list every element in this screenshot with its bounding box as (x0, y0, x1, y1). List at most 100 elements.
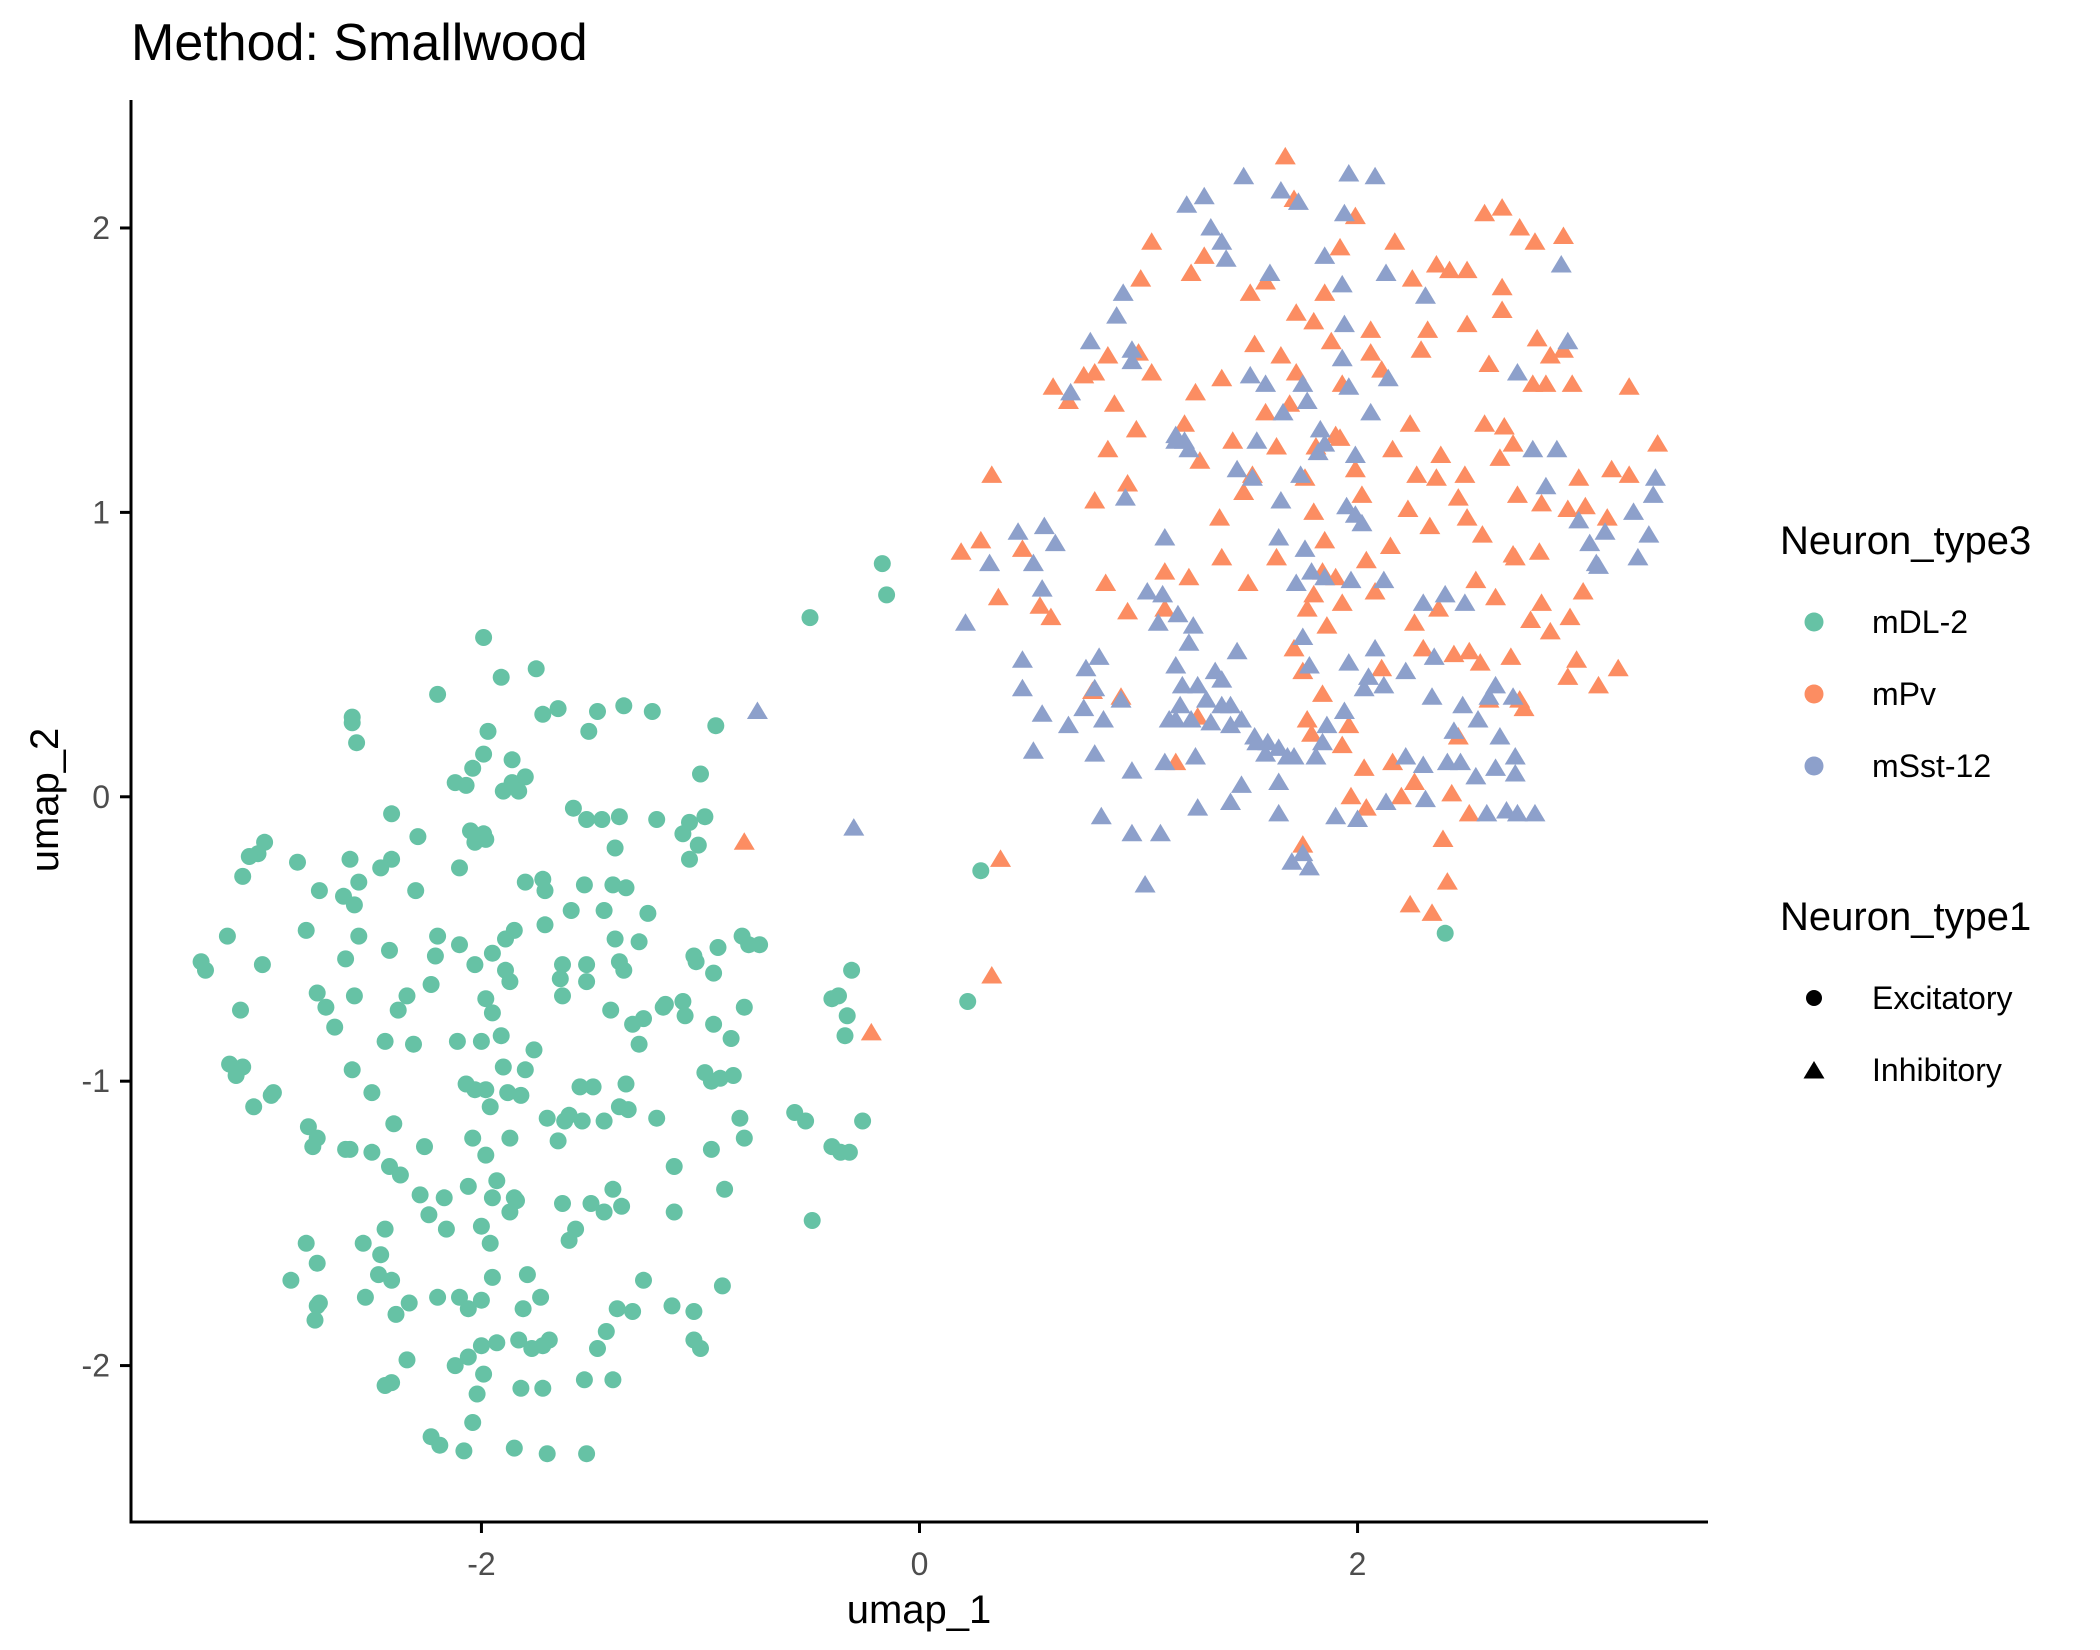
point-mdl-2 (536, 882, 554, 900)
x-tick-label: -2 (467, 1546, 495, 1582)
point-mdl-2 (510, 782, 528, 800)
point-mdl-2 (483, 1189, 501, 1207)
point-msst-12 (1246, 431, 1268, 449)
point-mpv (1524, 232, 1546, 250)
point-mpv (1117, 601, 1139, 620)
point-msst-12 (1011, 650, 1033, 668)
point-mdl-2 (801, 609, 819, 627)
point-mpv (860, 1022, 882, 1041)
point-msst-12 (1241, 468, 1263, 486)
point-mpv (1084, 491, 1106, 509)
point-msst-12 (1149, 823, 1171, 842)
point-mdl-2 (854, 1112, 872, 1130)
point-mpv (1193, 246, 1215, 264)
point-mdl-2 (405, 1035, 422, 1053)
legend-neuron-type3: Neuron_type3 mDL-2 mPv mSst-12 (1780, 519, 2031, 784)
point-mpv (1421, 903, 1443, 921)
point-mdl-2 (376, 1377, 394, 1394)
point-mdl-2 (674, 825, 692, 843)
point-msst-12 (1414, 286, 1436, 304)
point-mdl-2 (372, 1246, 390, 1264)
point-mdl-2 (501, 973, 519, 991)
point-mdl-2 (716, 1180, 734, 1198)
point-msst-12 (1557, 331, 1579, 350)
point-mdl-2 (705, 1015, 723, 1033)
point-msst-12 (1178, 439, 1200, 458)
point-mpv (1491, 198, 1513, 216)
y-tick-label: -1 (82, 1063, 110, 1099)
point-mpv (1011, 539, 1033, 557)
y-tick-label: 1 (92, 494, 110, 530)
point-mpv (1557, 667, 1579, 685)
point-mdl-2 (370, 1266, 387, 1284)
point-mdl-2 (422, 976, 440, 993)
point-msst-12 (1290, 465, 1312, 483)
point-mdl-2 (472, 1217, 490, 1235)
point-mdl-2 (376, 1032, 394, 1050)
point-mpv (1539, 621, 1561, 640)
point-mdl-2 (707, 717, 725, 735)
point-mpv (1406, 465, 1428, 483)
point-mpv (1329, 237, 1351, 256)
point-mpv (1209, 508, 1231, 526)
point-mpv (1531, 493, 1553, 512)
point-mdl-2 (337, 950, 355, 968)
point-mpv (987, 587, 1009, 606)
point-mpv (1557, 499, 1579, 518)
point-mdl-2 (494, 782, 512, 800)
point-msst-12 (1110, 690, 1132, 708)
point-mdl-2 (619, 1101, 637, 1119)
point-mpv (1469, 653, 1491, 671)
point-msst-12 (1325, 806, 1347, 825)
point-msst-12 (1031, 579, 1053, 597)
point-mdl-2 (538, 1109, 556, 1127)
point-mdl-2 (381, 941, 398, 959)
point-msst-12 (1485, 758, 1507, 776)
point-mdl-2 (466, 956, 484, 974)
point-mpv (1454, 465, 1476, 483)
point-mdl-2 (483, 1004, 501, 1022)
point-mdl-2 (639, 904, 657, 922)
point-mdl-2 (407, 882, 425, 900)
point-mpv (1601, 459, 1623, 478)
point-mdl-2 (505, 1439, 523, 1457)
point-mdl-2 (648, 1109, 666, 1127)
point-mpv (1607, 658, 1629, 677)
point-mdl-2 (630, 1035, 648, 1053)
point-msst-12 (1292, 627, 1314, 646)
point-msst-12 (1121, 761, 1143, 779)
point-mdl-2 (564, 799, 582, 817)
point-msst-12 (1112, 283, 1134, 301)
point-mpv (981, 965, 1003, 984)
point-msst-12 (1298, 857, 1320, 876)
point-mpv (1266, 547, 1288, 566)
point-msst-12 (1268, 803, 1290, 822)
point-mdl-2 (457, 1075, 475, 1093)
point-mpv (1255, 402, 1277, 421)
point-mdl-2 (475, 629, 493, 646)
point-mdl-2 (740, 936, 758, 954)
point-msst-12 (1193, 186, 1215, 205)
point-mpv (1360, 343, 1382, 361)
point-mdl-2 (873, 555, 891, 573)
point-msst-12 (1347, 809, 1369, 828)
point-mpv (1430, 445, 1452, 463)
point-mdl-2 (468, 1385, 486, 1403)
point-mpv (1404, 772, 1426, 791)
point-msst-12 (1147, 613, 1169, 631)
point-mpv (1316, 616, 1338, 634)
point-mdl-2 (575, 876, 593, 894)
point-mdl-2 (643, 703, 661, 720)
point-mpv (1528, 542, 1550, 560)
point-msst-12 (1270, 181, 1292, 199)
point-mpv (1382, 439, 1404, 458)
point-msst-12 (1114, 488, 1136, 506)
point-mpv (1561, 374, 1583, 392)
point-msst-12 (1309, 419, 1331, 438)
point-mpv (1574, 496, 1596, 515)
point-mdl-2 (735, 1129, 753, 1147)
point-msst-12 (746, 701, 768, 719)
point-msst-12 (1443, 721, 1465, 739)
point-mpv (1485, 587, 1507, 606)
point-mdl-2 (573, 1112, 591, 1130)
